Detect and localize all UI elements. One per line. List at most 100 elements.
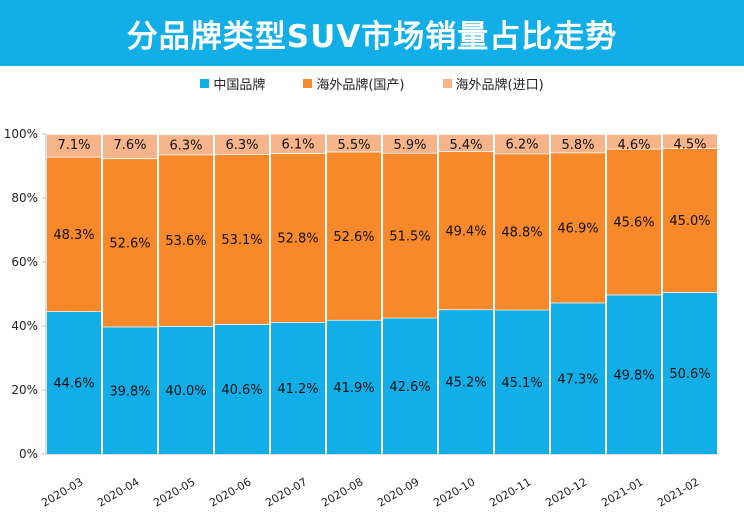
bar-segment <box>271 322 325 454</box>
bar-segment <box>663 133 717 149</box>
data-label: 6.1% <box>281 138 314 153</box>
bar-segment <box>215 324 269 454</box>
legend-label-foreign-local: 海外品牌(国产) <box>316 77 405 93</box>
legend-label-foreign-import: 海外品牌(进口) <box>455 77 544 93</box>
x-tick-label: 2020-10 <box>431 475 477 509</box>
data-label: 45.2% <box>445 376 486 391</box>
bar-segment <box>103 134 157 159</box>
bar-segment <box>327 151 381 320</box>
legend-swatch-foreign-import <box>442 78 452 88</box>
legend: 中国品牌 海外品牌(国产) 海外品牌(进口) <box>0 72 744 94</box>
data-label: 46.9% <box>557 222 598 237</box>
data-label: 50.6% <box>669 367 710 382</box>
x-tick-label: 2020-07 <box>263 475 309 509</box>
data-label: 45.6% <box>613 216 654 231</box>
data-label: 51.5% <box>389 229 430 244</box>
bar-segment <box>271 153 325 323</box>
data-label: 47.3% <box>557 372 598 387</box>
data-label: 7.6% <box>113 138 146 153</box>
x-tick-label: 2020-08 <box>319 475 365 509</box>
data-label: 4.5% <box>673 138 706 153</box>
bar-segment <box>607 148 661 295</box>
bar-segment <box>439 151 493 310</box>
bar-segment <box>439 134 493 152</box>
data-label: 5.8% <box>561 138 594 153</box>
bar-segment <box>47 156 101 312</box>
x-tick-label: 2020-06 <box>207 475 253 509</box>
y-tick-label: 60% <box>11 255 38 269</box>
data-label: 45.0% <box>669 214 710 229</box>
y-tick-label: 80% <box>11 191 38 205</box>
bar-segment <box>495 153 549 310</box>
bar-segment <box>383 152 437 318</box>
bar-segment <box>159 326 213 454</box>
data-label: 41.9% <box>333 381 374 396</box>
data-label: 52.6% <box>109 236 150 251</box>
bar-segment <box>159 154 213 326</box>
bar-segment <box>47 134 101 157</box>
data-label: 48.3% <box>53 228 94 243</box>
bar-segment <box>103 158 157 327</box>
data-label: 6.2% <box>505 138 538 153</box>
data-label: 41.2% <box>277 382 318 397</box>
x-tick-label: 2020-04 <box>95 475 141 509</box>
data-label: 5.9% <box>393 138 426 153</box>
legend-swatch-foreign-local <box>303 78 313 88</box>
x-tick-label: 2021-01 <box>599 475 645 509</box>
data-label: 53.6% <box>165 234 206 249</box>
bar-segment <box>663 292 717 454</box>
bar-segment <box>495 309 549 454</box>
bar-segment <box>551 302 605 454</box>
x-tick-label: 2020-05 <box>151 475 197 509</box>
data-label: 5.4% <box>449 138 482 153</box>
chart-title: 分品牌类型SUV市场销量占比走势 <box>126 18 618 55</box>
x-tick-label: 2020-03 <box>39 475 85 509</box>
data-label: 49.4% <box>445 224 486 239</box>
bar-segment <box>607 134 661 149</box>
y-tick-label: 20% <box>11 383 38 397</box>
data-label: 52.8% <box>277 232 318 247</box>
data-label: 49.8% <box>613 368 654 383</box>
bar-segment <box>663 148 717 293</box>
bar-segment <box>439 309 493 454</box>
y-tick-label: 40% <box>11 319 38 333</box>
bar-segment <box>551 134 605 153</box>
bar-segment <box>159 134 213 155</box>
bar-segment <box>383 134 437 153</box>
data-label: 7.1% <box>57 138 90 153</box>
y-tick-label: 100% <box>4 127 38 141</box>
x-tick-label: 2020-12 <box>543 475 589 509</box>
data-label: 5.5% <box>337 138 370 153</box>
data-label: 39.8% <box>109 384 150 399</box>
bar-segment <box>47 311 101 454</box>
x-tick-label: 2020-11 <box>487 475 533 509</box>
data-label: 44.6% <box>53 377 94 392</box>
bar-segment <box>551 152 605 303</box>
data-label: 53.1% <box>221 233 262 248</box>
data-label: 6.3% <box>169 138 202 153</box>
bar-segment <box>607 294 661 454</box>
data-label: 40.6% <box>221 383 262 398</box>
data-label: 6.3% <box>225 138 258 153</box>
bar-segment <box>103 326 157 454</box>
bar-segment <box>327 319 381 454</box>
bar-segment <box>271 133 325 154</box>
bar-segment <box>495 133 549 154</box>
legend-item-foreign-local: 海外品牌(国产) <box>303 74 405 93</box>
bar-segment <box>383 317 437 454</box>
legend-item-domestic: 中国品牌 <box>200 74 265 93</box>
data-label: 48.8% <box>501 226 542 241</box>
legend-label-domestic: 中国品牌 <box>213 77 266 93</box>
bar-segment <box>215 154 269 325</box>
legend-swatch-domestic <box>200 78 210 88</box>
legend-item-foreign-import: 海外品牌(进口) <box>442 74 544 93</box>
bar-segment <box>215 134 269 155</box>
data-label: 52.6% <box>333 230 374 245</box>
y-tick-label: 0% <box>19 447 38 461</box>
x-tick-label: 2021-02 <box>655 475 701 509</box>
data-label: 42.6% <box>389 380 430 395</box>
data-label: 45.1% <box>501 376 542 391</box>
data-label: 4.6% <box>617 138 650 153</box>
data-label: 40.0% <box>165 384 206 399</box>
